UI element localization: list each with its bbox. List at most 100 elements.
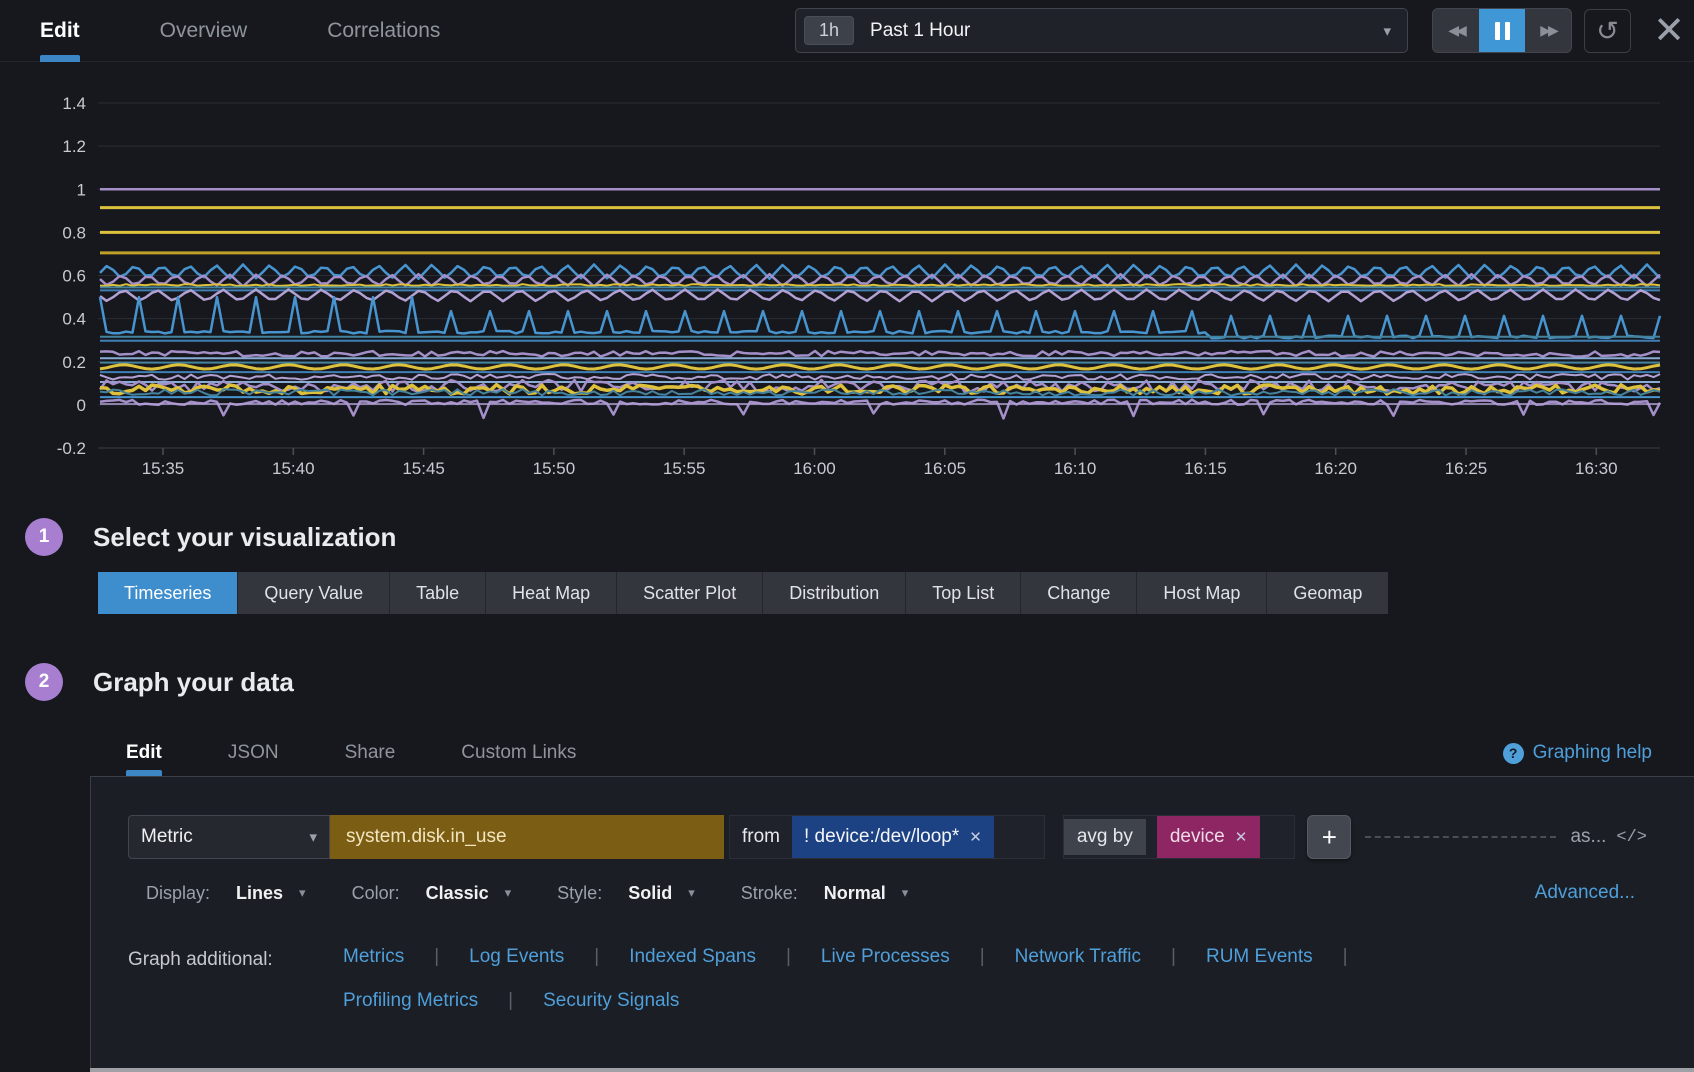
viz-option-timeseries[interactable]: Timeseries xyxy=(98,572,239,614)
series-10 xyxy=(99,288,1661,303)
metric-name-input[interactable]: system.disk.in_use xyxy=(330,815,724,859)
remove-group-icon[interactable]: ✕ xyxy=(1234,829,1248,846)
svg-text:16:15: 16:15 xyxy=(1184,459,1227,474)
series-21 xyxy=(98,378,1661,394)
viz-option-scatter-plot[interactable]: Scatter Plot xyxy=(617,572,764,614)
link-security-signals[interactable]: Security Signals xyxy=(543,990,680,1011)
svg-text:1.2: 1.2 xyxy=(62,137,86,156)
link-indexed-spans[interactable]: Indexed Spans xyxy=(629,946,756,967)
help-icon: ? xyxy=(1502,742,1524,764)
group-by-tag[interactable]: device ✕ xyxy=(1156,816,1261,858)
query-row: Metric ▾ system.disk.in_use from ! devic… xyxy=(128,815,1647,859)
top-tab-overview[interactable]: Overview xyxy=(159,19,248,42)
link-separator: | xyxy=(434,946,440,967)
graph-tabs-row: Edit JSON Share Custom Links ? Graphing hel… xyxy=(126,730,1652,776)
display-option-display: Display: Lines ▾ xyxy=(146,883,306,904)
links-row-2: Profiling Metrics | Security Signals xyxy=(343,990,1348,1012)
links-row-1: Metrics | Log Events | Indexed Spans | Live Pr… xyxy=(343,946,1348,968)
viz-option-change[interactable]: Change xyxy=(1021,572,1138,614)
advanced-link[interactable]: Advanced... xyxy=(1534,882,1635,903)
chevron-down-icon[interactable]: ▾ xyxy=(299,885,306,900)
source-type-dropdown[interactable]: Metric ▾ xyxy=(128,815,330,859)
time-range-selector[interactable]: 1h Past 1 Hour ▾ xyxy=(795,8,1408,53)
svg-text:0.2: 0.2 xyxy=(62,353,86,372)
playback-controls: ◀◀ ▶▶ xyxy=(1432,8,1572,53)
viz-option-geomap[interactable]: Geomap xyxy=(1267,572,1389,614)
top-tab-bar: Edit Overview Correlations xyxy=(40,0,440,62)
aggregation-segment: avg by device ✕ xyxy=(1062,815,1296,859)
svg-text:15:55: 15:55 xyxy=(663,459,706,474)
graphing-help-label: Graphing help xyxy=(1532,742,1652,763)
link-separator: | xyxy=(979,946,985,967)
graph-additional-label: Graph additional: xyxy=(128,949,273,970)
group-by-tag-label: device xyxy=(1169,826,1225,847)
graph-tab-json[interactable]: JSON xyxy=(227,742,279,763)
refresh-button[interactable]: ↺ xyxy=(1584,9,1631,53)
timeseries-chart[interactable]: -0.2 0 0.2 0.4 0.6 0.8 1 1.2 1.4 15:35 15:40 15:45 1… xyxy=(0,62,1694,474)
filter-tag[interactable]: ! device:/dev/loop* ✕ xyxy=(792,816,994,858)
filter-tag-label: ! device:/dev/loop* xyxy=(804,826,960,847)
series-7 xyxy=(99,283,1661,287)
active-tab-underline xyxy=(126,770,162,776)
link-metrics[interactable]: Metrics xyxy=(343,946,405,967)
link-separator: | xyxy=(1342,946,1348,967)
display-option-label: Style: xyxy=(557,882,603,903)
visualization-picker: Timeseries Query Value Table Heat Map Scatte… xyxy=(98,572,1389,614)
time-range-badge: 1h xyxy=(804,16,855,45)
svg-text:16:20: 16:20 xyxy=(1314,459,1357,474)
chevron-down-icon[interactable]: ▾ xyxy=(901,885,909,900)
bottom-panel-edge xyxy=(90,1068,1694,1072)
remove-filter-icon[interactable]: ✕ xyxy=(969,829,982,846)
pause-button[interactable] xyxy=(1479,9,1525,52)
display-option-label: Display: xyxy=(146,882,211,903)
svg-text:15:35: 15:35 xyxy=(142,459,185,474)
chevron-down-icon[interactable]: ▾ xyxy=(688,885,695,900)
top-tab-correlations[interactable]: Correlations xyxy=(327,19,441,42)
graph-tab-custom-links[interactable]: Custom Links xyxy=(461,742,577,763)
top-tab-edit[interactable]: Edit xyxy=(40,0,80,62)
code-icon[interactable]: </> xyxy=(1616,827,1647,847)
svg-text:15:45: 15:45 xyxy=(402,459,445,474)
avg-by-chip[interactable]: avg by xyxy=(1063,819,1146,855)
link-profiling-metrics[interactable]: Profiling Metrics xyxy=(343,990,479,1011)
link-log-events[interactable]: Log Events xyxy=(469,946,565,967)
rewind-button[interactable]: ◀◀ xyxy=(1433,9,1479,52)
display-option-value[interactable]: Normal xyxy=(823,882,886,903)
display-option-color: Color: Classic ▾ xyxy=(352,883,512,904)
display-option-value[interactable]: Lines xyxy=(236,882,284,903)
add-query-button[interactable]: + xyxy=(1307,815,1352,859)
graph-additional-links: Metrics | Log Events | Indexed Spans | Live Pr… xyxy=(343,946,1348,1012)
graphing-help-link[interactable]: ? Graphing help xyxy=(1502,742,1652,764)
viz-option-host-map[interactable]: Host Map xyxy=(1137,572,1268,614)
forward-icon: ▶▶ xyxy=(1540,22,1558,38)
alias-as-link[interactable]: as... xyxy=(1570,826,1607,847)
link-separator: | xyxy=(1171,946,1176,967)
graph-section-title: Graph your data xyxy=(93,666,294,697)
viz-option-heat-map[interactable]: Heat Map xyxy=(486,572,618,614)
refresh-icon: ↺ xyxy=(1596,15,1619,46)
viz-option-query-value[interactable]: Query Value xyxy=(238,572,391,614)
display-dropdowns: Display: Lines ▾ Color: Classic ▾ Style: Solid ▾… xyxy=(146,883,954,904)
graph-tab-share[interactable]: Share xyxy=(344,742,396,763)
from-label: from xyxy=(742,826,780,847)
display-option-value[interactable]: Classic xyxy=(425,882,489,903)
viz-option-distribution[interactable]: Distribution xyxy=(763,572,907,614)
source-type-label: Metric xyxy=(141,826,193,847)
series-19 xyxy=(99,373,1661,381)
display-option-label: Stroke: xyxy=(740,882,798,903)
forward-button[interactable]: ▶▶ xyxy=(1525,9,1571,52)
graph-tab-edit[interactable]: Edit xyxy=(126,730,162,776)
svg-text:15:50: 15:50 xyxy=(533,459,576,474)
viz-option-table[interactable]: Table xyxy=(390,572,487,614)
svg-text:1.4: 1.4 xyxy=(62,94,86,113)
series-23 xyxy=(99,388,1661,397)
link-rum-events[interactable]: RUM Events xyxy=(1205,946,1313,967)
link-live-processes[interactable]: Live Processes xyxy=(820,946,950,967)
display-option-label: Color: xyxy=(351,882,400,903)
display-option-value[interactable]: Solid xyxy=(628,882,673,903)
link-network-traffic[interactable]: Network Traffic xyxy=(1014,946,1142,967)
close-button[interactable]: ✕ xyxy=(1646,6,1692,54)
chevron-down-icon[interactable]: ▾ xyxy=(504,885,512,900)
active-tab-underline xyxy=(40,55,80,62)
viz-option-top-list[interactable]: Top List xyxy=(906,572,1022,614)
